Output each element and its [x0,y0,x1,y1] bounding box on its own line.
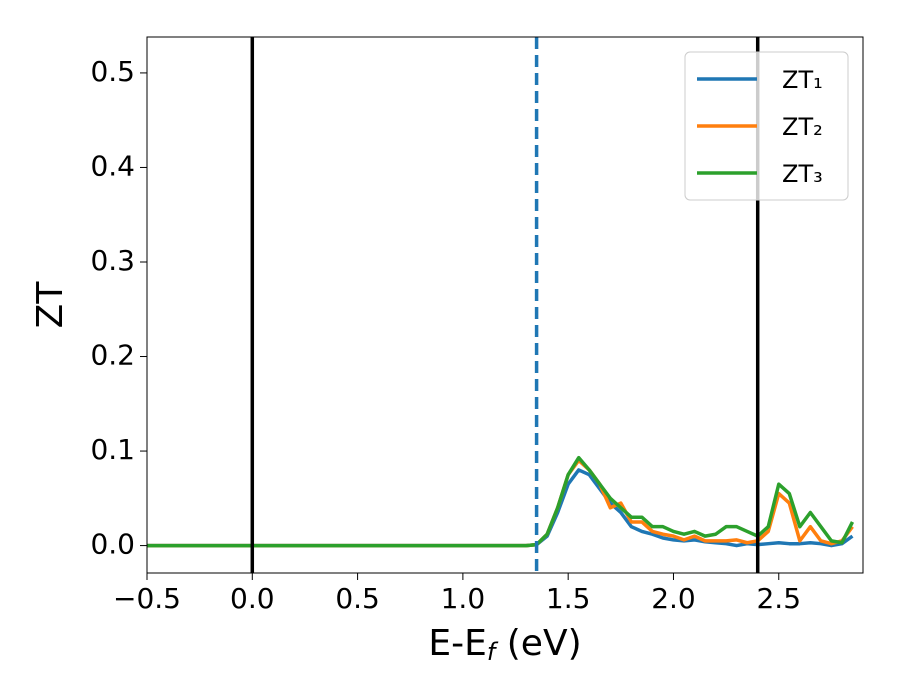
legend-label: ZT₁ [782,66,823,94]
legend-box [684,51,849,201]
plot-frame [146,36,864,574]
x-tick-label: −0.5 [113,582,181,615]
y-tick-label: 0.0 [90,528,135,561]
y-tick-label: 0.5 [90,55,135,88]
x-tick-label: 1.5 [546,582,591,615]
x-label-unit: (eV) [495,623,581,664]
x-tick-label: 0.5 [335,582,380,615]
x-tick-label: 2.5 [756,582,801,615]
legend-label: ZT₃ [782,160,823,188]
y-tick-label: 0.4 [90,149,135,182]
y-tick-label: 0.1 [90,433,135,466]
y-tick-label: 0.2 [90,339,135,372]
legend-label: ZT₂ [782,113,823,141]
x-axis-label: E-Ef (eV) [428,623,581,666]
y-axis-label: ZT [30,281,71,329]
x-tick-label: 0.0 [230,582,275,615]
x-tick-label: 1.0 [441,582,486,615]
series-line [147,455,855,548]
y-tick-label: 0.3 [90,244,135,277]
x-tick-label: 2.0 [651,582,696,615]
x-label-main: E-E [428,623,486,664]
